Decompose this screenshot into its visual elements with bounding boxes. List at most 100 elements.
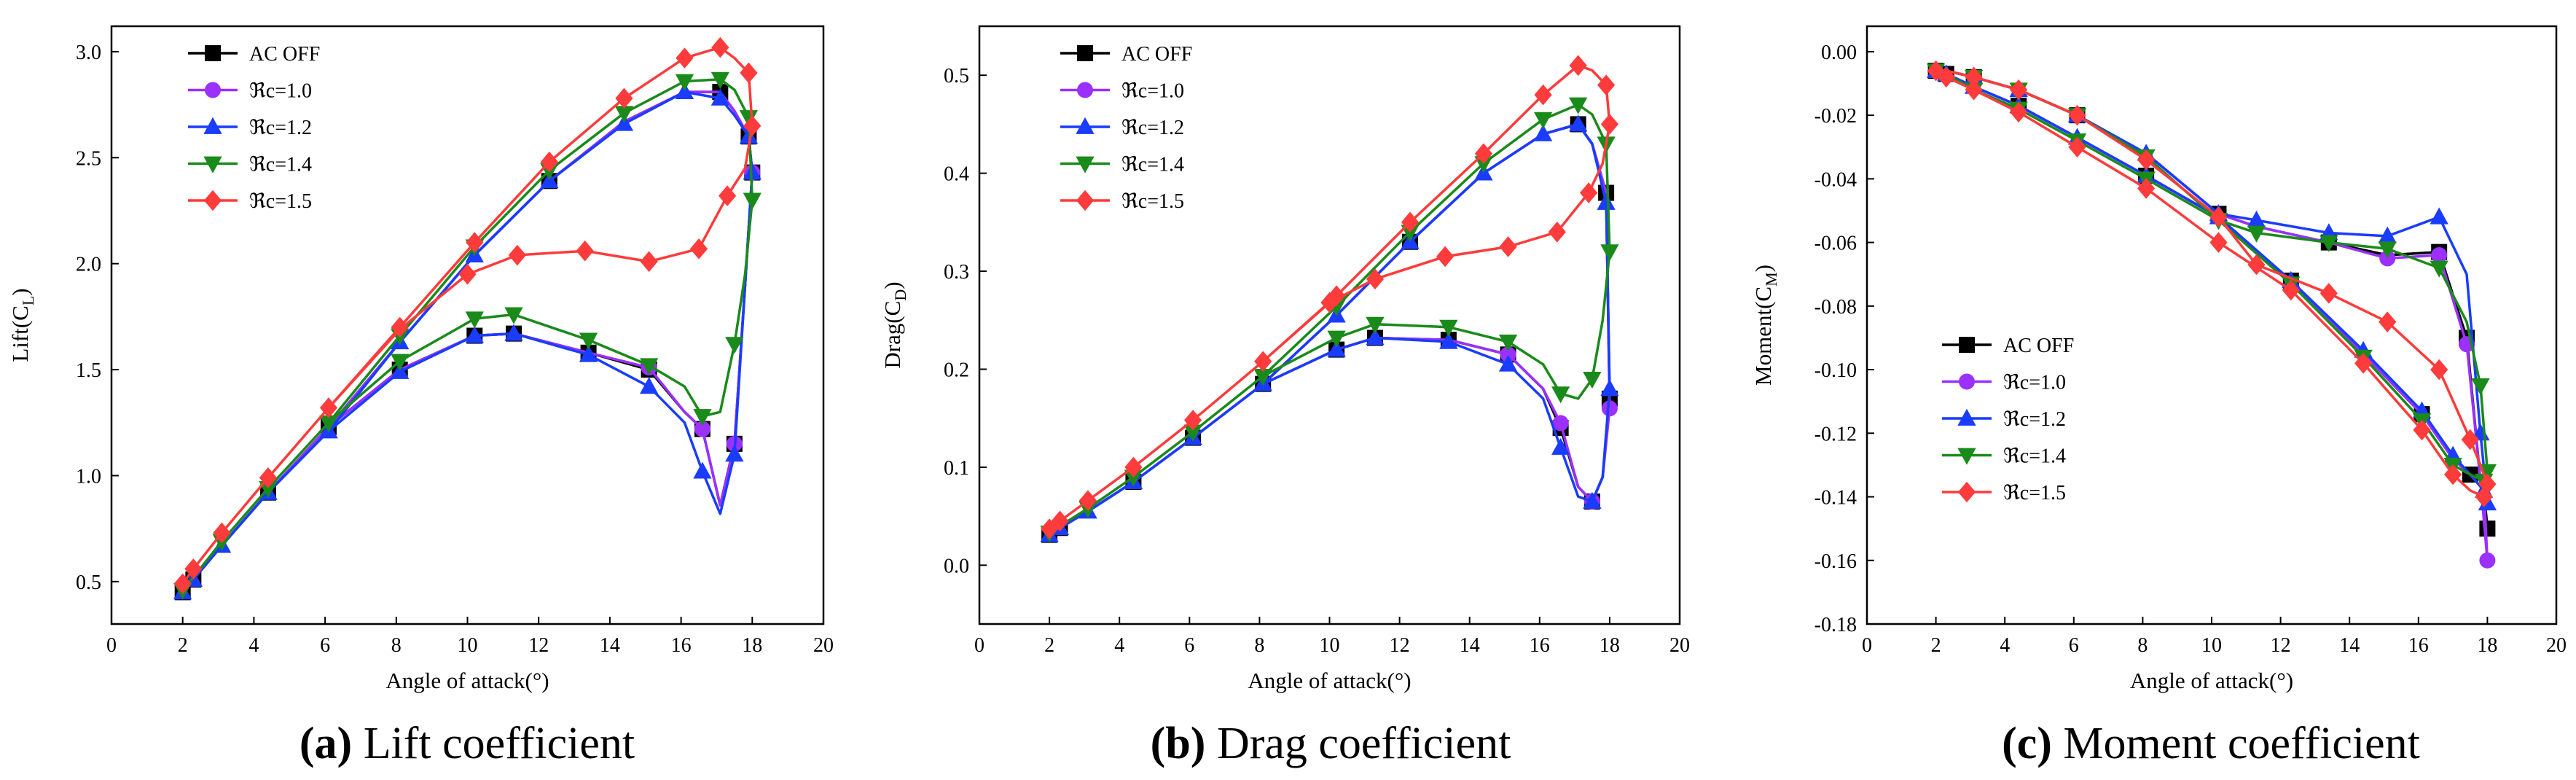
x-tick-label: 10 [2201, 634, 2222, 657]
chart-panel-2: 0 2 4 6 8 10 12 14 16 18 20 0.0 0.1 0.2 0.3 0.4 0.5 Angle… [880, 25, 1690, 768]
legend-label: ℜc=1.0 [2003, 372, 2066, 394]
data-point [689, 238, 708, 260]
data-point [1474, 156, 1493, 173]
data-point [508, 244, 526, 266]
y-axis-label-subscript: L [19, 296, 37, 305]
legend-label: ℜc=1.2 [1121, 117, 1184, 139]
y-axis-label-subscript: D [891, 289, 909, 301]
y-tick-label: 1.5 [76, 359, 101, 382]
data-point [694, 421, 710, 437]
data-point [1600, 379, 1619, 397]
data-point [2378, 226, 2397, 243]
legend-label: ℜc=1.5 [2003, 482, 2066, 504]
x-axis-label: Angle of attack(°) [2130, 668, 2293, 693]
legend-marker [205, 82, 221, 98]
data-point [2068, 104, 2086, 126]
data-point [259, 467, 278, 488]
y-tick-label: 0.2 [944, 359, 969, 381]
data-point [675, 74, 694, 91]
x-tick-label: 16 [2408, 634, 2429, 657]
data-point [1965, 66, 1983, 88]
data-point [465, 326, 484, 343]
legend-label: ℜc=1.5 [249, 190, 312, 213]
data-point [2319, 235, 2338, 252]
x-tick-label: 14 [2339, 634, 2360, 657]
data-point [1401, 225, 1420, 242]
series-line [1935, 69, 2489, 505]
data-point [2444, 464, 2462, 485]
data-point [725, 337, 744, 354]
y-tick-label: 0.5 [76, 572, 101, 594]
y-axis-label: Drag(CD) [880, 281, 909, 368]
data-point [1965, 79, 1983, 101]
y-tick-label: -0.08 [1814, 296, 1857, 319]
data-point [2378, 241, 2397, 259]
panel-caption: (c) Moment coefficient [2002, 719, 2420, 768]
data-point [719, 185, 737, 206]
data-point [711, 36, 729, 58]
data-point [1569, 55, 1587, 77]
x-tick-label: 20 [1669, 634, 1690, 657]
chart-panel-3: 0 2 4 6 8 10 12 14 16 18 20 0.00 -0.02 -0.04 -0.06 -0.0… [1750, 25, 2567, 768]
caption-letter: (c) [2002, 719, 2052, 768]
y-axis-label-close: ) [880, 281, 905, 289]
y-tick-label: 0.4 [944, 163, 969, 186]
data-point [743, 192, 762, 210]
data-point [1327, 340, 1346, 357]
x-tick-label: 10 [458, 634, 478, 657]
data-point [1366, 328, 1385, 346]
data-point [1551, 437, 1570, 455]
data-point [693, 409, 712, 426]
legend-label: ℜc=1.2 [2003, 408, 2066, 431]
data-point [2413, 419, 2431, 441]
data-point [2209, 232, 2228, 253]
data-point [1078, 490, 1097, 511]
data-point [710, 88, 729, 106]
data-point [1436, 246, 1455, 268]
legend-marker [205, 45, 221, 61]
data-point [1583, 491, 1602, 509]
data-point [2471, 378, 2490, 396]
caption-text: Lift coefficient [352, 719, 635, 768]
legend-label: ℜc=1.0 [1121, 80, 1184, 103]
data-point [2010, 101, 2028, 123]
series-line [181, 77, 754, 591]
legend-marker [1077, 82, 1093, 98]
data-point [1498, 334, 1518, 352]
series-diamond [1927, 60, 2497, 507]
y-tick-label: 0.1 [944, 457, 969, 480]
x-tick-label: 20 [2546, 634, 2567, 657]
y-tick-label: 0.00 [1821, 42, 1857, 64]
data-point [1548, 221, 1566, 243]
y-axis-label-close: ) [1750, 265, 1776, 272]
data-point [1183, 424, 1202, 442]
y-tick-label: 2.0 [76, 254, 101, 276]
data-point [693, 461, 712, 479]
x-tick-label: 6 [2069, 634, 2079, 657]
data-point [2247, 210, 2266, 227]
data-point [391, 354, 410, 371]
data-point [1366, 268, 1385, 290]
data-point [1253, 369, 1272, 386]
plot-frame [1866, 25, 2558, 625]
data-point [2068, 136, 2086, 158]
x-tick-label: 0 [1862, 634, 1872, 657]
legend-label: AC OFF [2003, 335, 2074, 357]
data-point [1327, 330, 1346, 348]
data-point [2137, 149, 2156, 171]
data-point [1439, 332, 1458, 349]
data-point [1320, 292, 1339, 313]
data-point [743, 115, 762, 136]
legend: AC OFF ℜc=1.0 ℜc=1.2 ℜc=1.4 ℜc=1.5 [1060, 43, 1192, 213]
data-point [1597, 192, 1616, 210]
data-point [458, 263, 477, 285]
data-point [579, 332, 598, 350]
x-tick-label: 8 [1254, 634, 1264, 657]
data-point [1937, 66, 1955, 88]
data-point [739, 110, 759, 128]
x-tick-label: 12 [1390, 634, 1410, 657]
x-tick-label: 18 [742, 634, 762, 657]
y-tick-label: 0.3 [944, 261, 969, 284]
x-tick-label: 2 [178, 634, 188, 657]
